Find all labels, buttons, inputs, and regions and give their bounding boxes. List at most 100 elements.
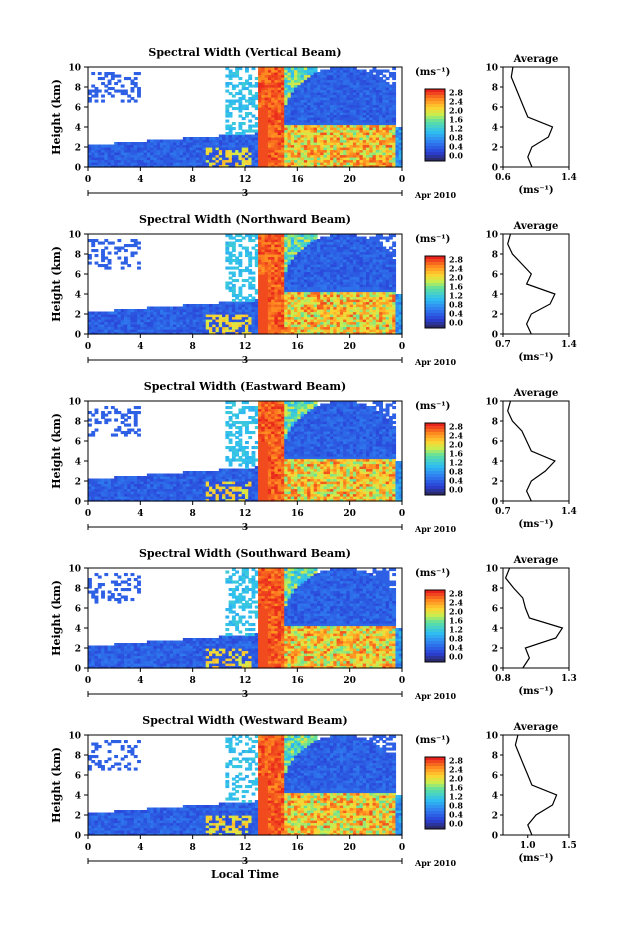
heatmap-cell [284, 97, 289, 101]
heatmap-cell [320, 104, 325, 108]
heatmap-cell [346, 246, 351, 250]
heatmap-cell [280, 246, 285, 250]
heatmap-cell [290, 127, 295, 131]
heatmap-cell [356, 304, 361, 308]
heatmap-cell [264, 142, 269, 146]
heatmap-cell [336, 154, 341, 158]
heatmap-cell [166, 306, 171, 310]
heatmap-cell [294, 102, 298, 106]
heatmap-cell [117, 309, 122, 313]
heatmap-cell [326, 122, 331, 126]
heatmap-cell [212, 137, 217, 141]
heatmap-cell [392, 89, 397, 93]
heatmap-cell [297, 127, 302, 131]
heatmap-cell [107, 79, 112, 83]
heatmap-cell [254, 331, 259, 335]
heatmap-cell [372, 99, 377, 103]
heatmap-cell [248, 119, 253, 123]
heatmap-cell [110, 311, 115, 315]
heatmap-cell [359, 84, 364, 88]
heatmap-cell [326, 124, 331, 128]
heatmap-cell [290, 79, 295, 83]
heatmap-cell [166, 321, 171, 325]
heatmap-cell [290, 124, 295, 128]
heatmap-cell [343, 159, 347, 163]
heatmap-cell [359, 301, 364, 305]
heatmap-cell [284, 99, 289, 103]
heatmap-cell [254, 94, 259, 98]
heatmap-cell [385, 92, 390, 96]
heatmap-cell [274, 236, 279, 240]
heatmap-cell [297, 294, 302, 298]
heatmap-cell [339, 104, 344, 108]
heatmap-cell [159, 142, 164, 146]
heatmap-cell [316, 139, 321, 143]
heatmap-cell [294, 139, 298, 143]
heatmap-cell [209, 144, 213, 148]
heatmap-cell [254, 144, 259, 148]
heatmap-cell [333, 304, 338, 308]
heatmap-cell [212, 321, 217, 325]
heatmap-cell [169, 144, 174, 148]
heatmap-cell [290, 244, 295, 248]
heatmap-cell [231, 306, 236, 310]
heatmap-cell [333, 271, 338, 275]
heatmap-cell [150, 324, 155, 328]
heatmap-cell [303, 244, 308, 248]
heatmap-cell [313, 259, 318, 263]
heatmap-cell [91, 84, 96, 88]
heatmap-cell [310, 89, 315, 93]
heatmap-cell [133, 72, 138, 76]
heatmap-cell [366, 114, 370, 118]
heatmap-cell [225, 154, 230, 158]
heatmap-cell [323, 149, 328, 153]
heatmap-cell [330, 157, 334, 161]
heatmap-cell [300, 147, 305, 151]
heatmap-cell [343, 316, 347, 320]
heatmap-cell [218, 147, 223, 151]
heatmap-cell [150, 142, 155, 146]
heatmap-cell [310, 324, 315, 328]
heatmap-cell [326, 321, 331, 325]
heatmap-cell [359, 286, 364, 290]
heatmap-cell [372, 154, 377, 158]
heatmap-cell [251, 97, 256, 101]
heatmap-cell [313, 309, 318, 313]
heatmap-cell [231, 309, 236, 313]
heatmap-cell [356, 132, 361, 136]
heatmap-cell [277, 306, 282, 310]
heatmap-cell [153, 157, 158, 161]
heatmap-cell [313, 117, 318, 121]
heatmap-cell [120, 152, 125, 156]
heatmap-cell [127, 147, 132, 151]
heatmap-cell [379, 299, 383, 303]
heatmap-cell [107, 162, 112, 166]
heatmap-cell [251, 311, 256, 315]
heatmap-cell [343, 162, 347, 166]
heatmap-cell [107, 316, 112, 320]
heatmap-cell [398, 304, 403, 308]
heatmap-cell [369, 82, 374, 86]
heatmap-cell [264, 72, 269, 76]
heatmap-cell [251, 256, 256, 260]
heatmap-cell [195, 326, 200, 330]
heatmap-cell [228, 281, 233, 285]
heatmap-cell [287, 269, 292, 273]
heatmap-cell [150, 311, 155, 315]
heatmap-cell [225, 256, 230, 260]
heatmap-cell [346, 127, 351, 131]
heatmap-cell [362, 99, 367, 103]
heatmap-cell [398, 309, 403, 313]
heatmap-cell [284, 331, 289, 335]
heatmap-cell [326, 109, 331, 113]
heatmap-cell [110, 316, 115, 320]
heatmap-cell [277, 127, 282, 131]
heatmap-cell [300, 124, 305, 128]
heatmap-cell [251, 299, 256, 303]
heatmap-cell [271, 89, 276, 93]
heatmap-cell [271, 137, 276, 141]
heatmap-cell [245, 254, 249, 258]
heatmap-cell [372, 239, 377, 243]
heatmap-cell [339, 102, 344, 106]
heatmap-cell [379, 104, 383, 108]
